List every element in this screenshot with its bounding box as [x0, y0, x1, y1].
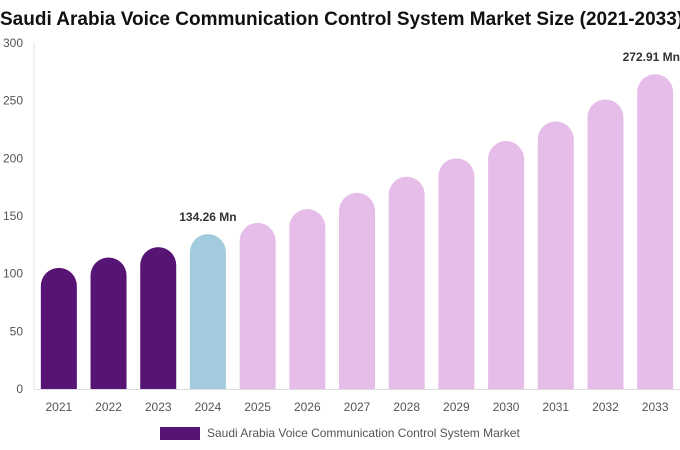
bar-2029 — [438, 158, 475, 389]
y-tick-label: 50 — [10, 324, 24, 338]
bar-2031 — [537, 121, 574, 389]
bar-2026 — [289, 209, 326, 389]
bar-2028 — [388, 176, 425, 389]
legend-swatch — [160, 426, 200, 440]
bar-2025 — [239, 222, 276, 389]
x-tick-label: 2023 — [145, 400, 172, 414]
bar-2027 — [339, 192, 375, 389]
y-tick-label: 0 — [16, 382, 23, 396]
bar-2030 — [488, 141, 525, 389]
x-tick-label: 2030 — [493, 400, 520, 414]
y-tick-label: 200 — [3, 151, 23, 165]
x-tick-label: 2021 — [45, 400, 72, 414]
bar-2023 — [140, 247, 177, 389]
data-labels: 134.26 Mn 272.91 Mn — [179, 50, 680, 224]
x-tick-label: 2031 — [542, 400, 569, 414]
bar-2021 — [40, 267, 77, 389]
x-tick-label: 2024 — [195, 400, 222, 414]
y-tick-label: 150 — [3, 209, 23, 223]
x-tick-label: 2027 — [344, 400, 371, 414]
y-axis: 0 50 100 150 200 250 300 — [3, 36, 35, 396]
x-axis: 2021 2022 2023 2024 2025 2026 2027 2028 2029 2030… — [34, 389, 680, 414]
bars — [40, 74, 674, 389]
y-tick-label: 300 — [3, 36, 23, 50]
legend-label: Saudi Arabia Voice Communication Control… — [207, 426, 520, 440]
x-tick-label: 2026 — [294, 400, 321, 414]
y-tick-label: 250 — [3, 94, 23, 108]
x-tick-label: 2022 — [95, 400, 122, 414]
bar-2033 — [637, 74, 674, 389]
bar-2022 — [90, 257, 127, 389]
x-tick-label: 2029 — [443, 400, 470, 414]
chart-title: Saudi Arabia Voice Communication Control… — [0, 9, 680, 30]
bar-2024 — [189, 234, 226, 389]
y-tick-label: 100 — [3, 267, 23, 281]
x-tick-label: 2033 — [642, 400, 669, 414]
data-label-2024: 134.26 Mn — [179, 210, 236, 224]
x-tick-label: 2028 — [393, 400, 420, 414]
x-tick-label: 2032 — [592, 400, 619, 414]
bar-2032 — [587, 99, 624, 389]
legend: Saudi Arabia Voice Communication Control… — [160, 426, 520, 440]
data-label-2033: 272.91 Mn — [623, 50, 680, 64]
x-tick-label: 2025 — [244, 400, 271, 414]
